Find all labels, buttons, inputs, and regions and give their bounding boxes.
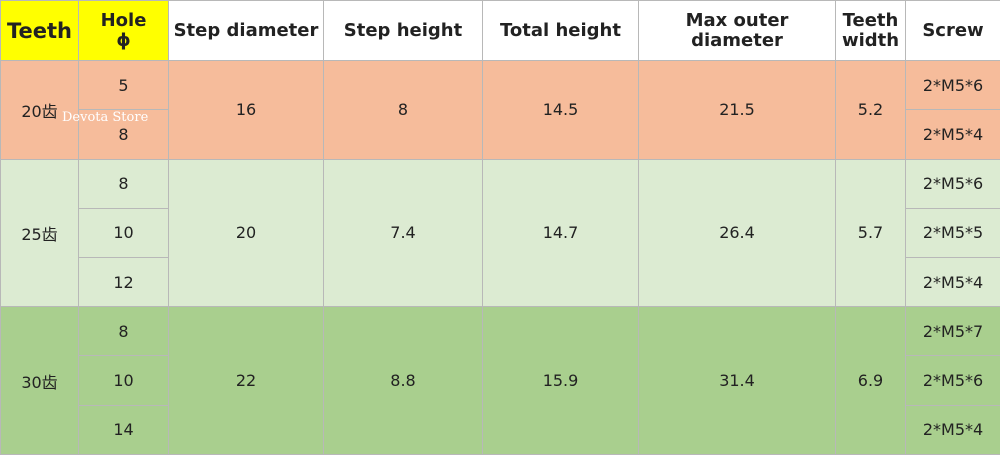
hole-cell: 10: [78, 355, 169, 406]
teeth-cell: 25齿: [0, 158, 79, 308]
screw-cell: 2*M5*6: [905, 60, 1000, 111]
step-height-cell: 7.4: [323, 158, 483, 308]
table-row: 20齿 5 16 8 14.5 21.5 5.2 2*M5*6: [0, 60, 1000, 160]
table-row: 12 2*M5*4: [1, 257, 1000, 308]
header-cell: Hole ϕ: [78, 0, 169, 62]
table-row: 25齿 8 20 7.4 14.7 26.4 5.7 2*M5*6: [0, 158, 1000, 308]
screw-cell: 2*M5*4: [905, 257, 1000, 308]
hole-cell: 5: [78, 60, 169, 111]
header-cell: Screw: [905, 0, 1000, 62]
teeth-width-cell: 5.2: [835, 60, 906, 160]
table-row: 30齿 8 22 8.8 15.9 31.4 6.9 2*M5*7: [0, 306, 1000, 455]
table-row: 14 2*M5*4: [1, 404, 1000, 455]
teeth-width-cell: 6.9: [835, 306, 906, 455]
total-height-cell: 15.9: [482, 306, 639, 455]
step-height-cell: 8: [323, 60, 483, 160]
header-cell: Max outer diameter: [638, 0, 836, 62]
step-height-cell: 8.8: [323, 306, 483, 455]
header-cell: Teeth width: [835, 0, 906, 62]
total-height-cell: 14.7: [482, 158, 639, 308]
max-outer-diameter-cell: 31.4: [638, 306, 836, 455]
screw-cell: 2*M5*7: [905, 306, 1000, 357]
watermark: Devota Store: [62, 110, 149, 125]
table-row: 10 2*M5*5: [1, 207, 1000, 259]
step-diameter-cell: 20: [168, 158, 324, 308]
hole-cell: 8: [78, 158, 169, 209]
screw-cell: 2*M5*4: [905, 404, 1000, 455]
hole-cell: 10: [78, 207, 169, 259]
header-cell: Teeth: [0, 0, 79, 62]
hole-cell: 12: [78, 257, 169, 308]
total-height-cell: 14.5: [482, 60, 639, 160]
table-row: 8 2*M5*4: [1, 109, 1000, 160]
header-row: Teeth Hole ϕ Step diameter Step height Total…: [0, 0, 1000, 62]
screw-cell: 2*M5*5: [905, 207, 1000, 259]
step-diameter-cell: 16: [168, 60, 324, 160]
hole-cell: 14: [78, 404, 169, 455]
header-cell: Step diameter: [168, 0, 324, 62]
teeth-width-cell: 5.7: [835, 158, 906, 308]
teeth-cell: 30齿: [0, 306, 79, 455]
teeth-cell: 20齿: [0, 60, 79, 160]
hole-cell: 8: [78, 306, 169, 357]
screw-cell: 2*M5*6: [905, 355, 1000, 406]
step-diameter-cell: 22: [168, 306, 324, 455]
header-cell: Total height: [482, 0, 639, 62]
screw-cell: 2*M5*4: [905, 109, 1000, 160]
max-outer-diameter-cell: 26.4: [638, 158, 836, 308]
header-cell: Step height: [323, 0, 483, 62]
hole-cell: 8: [78, 109, 169, 160]
max-outer-diameter-cell: 21.5: [638, 60, 836, 160]
screw-cell: 2*M5*6: [905, 158, 1000, 209]
